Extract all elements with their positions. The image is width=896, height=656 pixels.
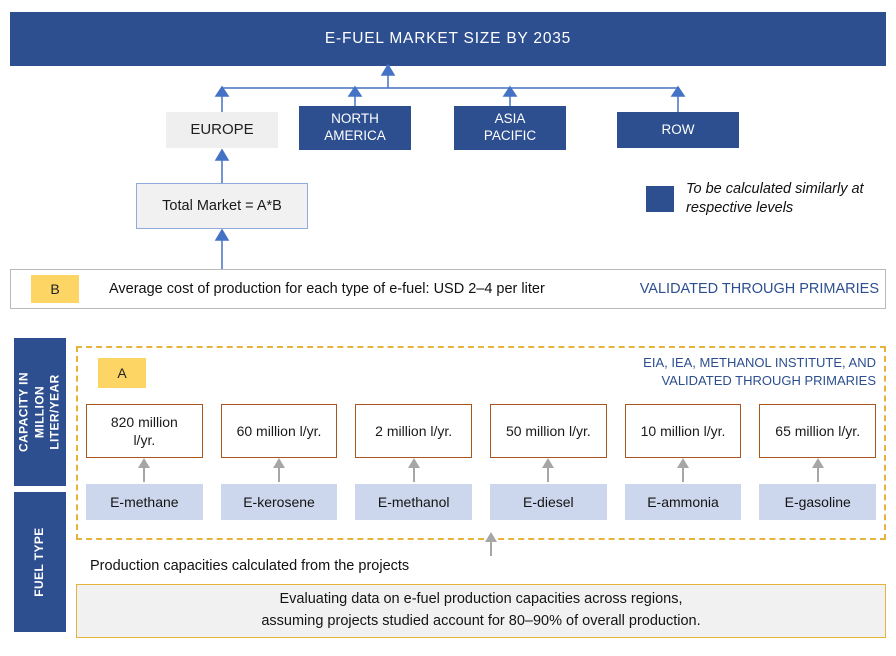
up-arrow-icon — [271, 458, 287, 484]
region-box-north-america: NORTH AMERICA — [299, 106, 411, 150]
row-b-validated-note: VALIDATED THROUGH PRIMARIES — [639, 281, 879, 297]
capacity-box: 820 million l/yr. — [86, 404, 203, 458]
up-arrow-icon — [483, 532, 499, 558]
capacity-column: 2 million l/yr. E-methanol — [355, 404, 473, 520]
bottom-note-line2: assuming projects studied account for 80… — [261, 613, 701, 629]
page-title: E-FUEL MARKET SIZE BY 2035 — [10, 12, 886, 66]
up-arrow-icon — [675, 458, 691, 484]
capacity-column: 820 million l/yr. E-methane — [86, 404, 203, 520]
badge-b: B — [31, 275, 79, 303]
capacity-column: 65 million l/yr. E-gasoline — [759, 404, 877, 520]
fuel-type-box: E-methane — [86, 484, 203, 520]
up-arrow-icon — [406, 458, 422, 484]
capacity-column: 50 million l/yr. E-diesel — [490, 404, 607, 520]
source-note: EIA, IEA, METHANOL INSTITUTE, AND VALIDA… — [643, 355, 876, 389]
capacity-columns: 820 million l/yr. E-methane 60 million l… — [86, 404, 877, 520]
footnote-production-capacities: Production capacities calculated from th… — [90, 558, 410, 574]
section-a: A EIA, IEA, METHANOL INSTITUTE, AND VALI… — [76, 346, 886, 540]
fuel-type-box: E-ammonia — [624, 484, 742, 520]
capacity-box: 65 million l/yr. — [759, 404, 877, 458]
sidebar-capacity-text: CAPACITY IN MILLION LITER/YEAR — [16, 372, 62, 452]
capacity-box: 10 million l/yr. — [624, 404, 742, 458]
fuel-type-box: E-methanol — [355, 484, 473, 520]
up-arrow-icon — [136, 458, 152, 484]
total-market-label: Total Market = A*B — [162, 197, 282, 214]
sidebar-fuel-type-text: FUEL TYPE — [32, 527, 47, 597]
bottom-note-line1: Evaluating data on e-fuel production cap… — [279, 591, 683, 608]
row-b: B Average cost of production for each ty… — [10, 269, 886, 309]
up-arrow-icon — [540, 458, 556, 484]
capacity-box: 50 million l/yr. — [490, 404, 607, 458]
badge-a: A — [98, 358, 146, 388]
region-box-row: ROW — [617, 112, 739, 148]
fuel-type-box: E-diesel — [490, 484, 607, 520]
region-box-europe: EUROPE — [166, 112, 278, 148]
sidebar-capacity-label: CAPACITY IN MILLION LITER/YEAR — [14, 338, 66, 486]
bottom-note-box: Evaluating data on e-fuel production cap… — [76, 584, 886, 638]
sidebar-fuel-type-label: FUEL TYPE — [14, 492, 66, 632]
fuel-type-box: E-gasoline — [759, 484, 877, 520]
capacity-box: 60 million l/yr. — [220, 404, 338, 458]
capacity-column: 10 million l/yr. E-ammonia — [624, 404, 742, 520]
capacity-box: 2 million l/yr. — [355, 404, 473, 458]
total-market-box: Total Market = A*B — [136, 183, 308, 229]
capacity-column: 60 million l/yr. E-kerosene — [220, 404, 338, 520]
fuel-type-box: E-kerosene — [220, 484, 338, 520]
legend-swatch — [646, 186, 674, 212]
region-box-asia-pacific: ASIA PACIFIC — [454, 106, 566, 150]
up-arrow-icon — [810, 458, 826, 484]
legend-text: To be calculated similarly at respective… — [686, 181, 864, 217]
row-b-text: Average cost of production for each type… — [109, 281, 545, 297]
